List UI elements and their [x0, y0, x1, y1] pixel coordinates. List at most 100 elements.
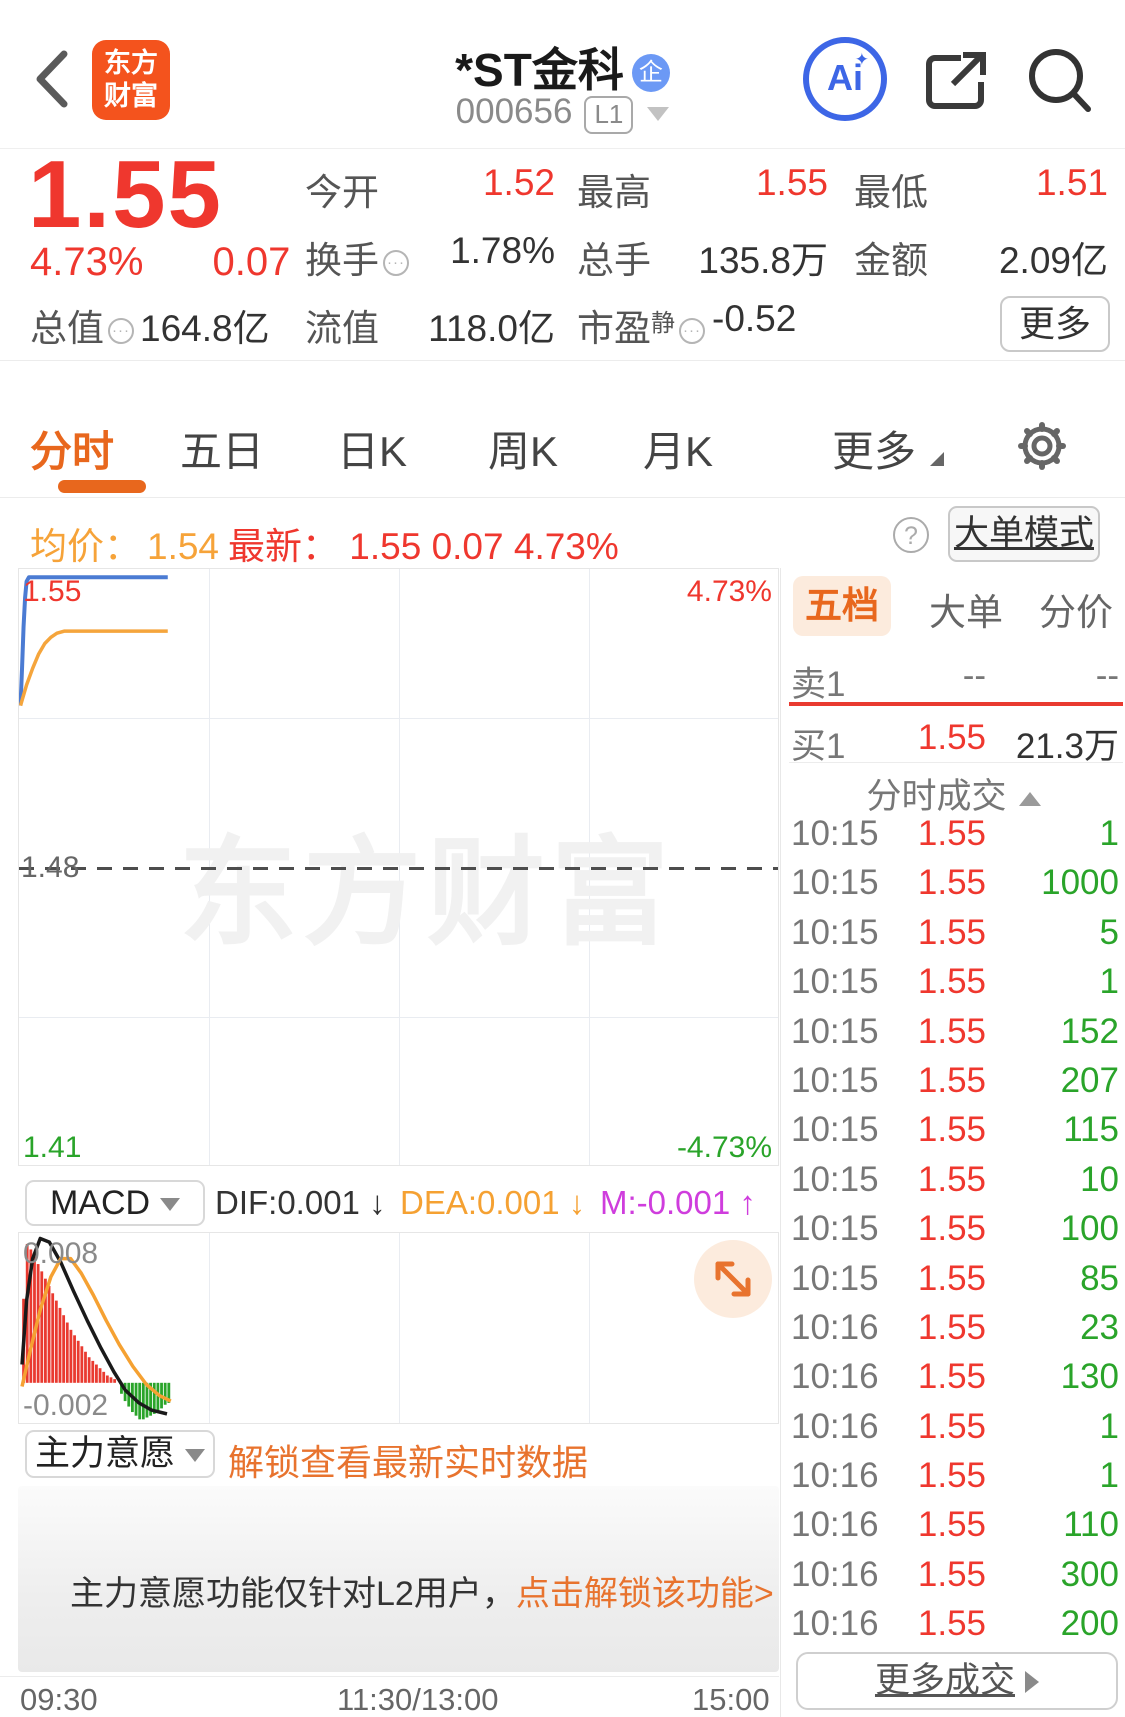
sell1-volume: -- — [1095, 656, 1119, 695]
trade-row: 10:15 1.55 100 — [791, 1209, 1119, 1249]
l2-banner-text: 主力意愿功能仅针对L2用户，点击解锁该功能> — [70, 1575, 774, 1613]
active-tab-underline — [58, 480, 146, 493]
trade-list-header[interactable]: 分时成交 — [781, 768, 1125, 819]
trade-row: 10:16 1.55 200 — [791, 1604, 1119, 1644]
macd-min-label: -0.002 — [23, 1389, 109, 1422]
trade-row: 10:16 1.55 1 — [791, 1456, 1119, 1496]
tab-more[interactable]: 更多 — [832, 428, 917, 475]
buy1-volume: 21.3万 — [1015, 727, 1119, 766]
macd-chart[interactable]: 0.008 -0.002 — [18, 1232, 779, 1424]
stat-value-float: 118.0亿 — [428, 308, 555, 349]
macd-max-label: 0.008 — [23, 1237, 99, 1270]
stat-value-volume: 135.8万 — [698, 240, 828, 281]
gridline — [19, 1017, 778, 1018]
mainforce-selector[interactable]: 主力意愿 — [25, 1430, 215, 1478]
change-value: 0.07 — [212, 240, 291, 284]
info-icon[interactable]: ··· — [383, 250, 409, 276]
back-icon[interactable] — [30, 48, 72, 110]
chevron-down-icon — [160, 1198, 181, 1211]
stat-label-low: 最低 — [854, 172, 928, 213]
trade-row: 10:15 1.55 207 — [791, 1060, 1119, 1100]
stat-label-open: 今开 — [305, 172, 379, 213]
help-icon[interactable]: ? — [893, 517, 929, 553]
change-row: 4.73% 0.07 — [30, 240, 290, 285]
unlock-feature-link[interactable]: 点击解锁该功能> — [515, 1575, 774, 1613]
current-price: 1.55 — [28, 141, 223, 248]
tab-daily-k[interactable]: 日K — [337, 428, 408, 475]
buy1-price: 1.55 — [917, 718, 986, 757]
ai-assistant-button[interactable]: Ai ✦ — [803, 37, 887, 121]
ymin-pct-label: -4.73% — [676, 1131, 772, 1164]
ai-label: Ai — [827, 57, 863, 98]
change-percent: 4.73% — [30, 240, 144, 284]
trade-row: 10:16 1.55 110 — [791, 1505, 1119, 1545]
trade-list: 10:15 1.55 1 10:15 1.55 1000 10:15 1.55 5 10:15 1.… — [781, 808, 1125, 1648]
stat-label-pe: 市盈静 ··· — [577, 298, 705, 352]
corner-triangle-icon — [930, 452, 944, 466]
level-badge: L1 — [584, 96, 634, 134]
tab-fiveday[interactable]: 五日 — [180, 428, 265, 475]
trade-row: 10:15 1.55 1 — [791, 814, 1119, 853]
prev-close-label: 1.48 — [21, 851, 80, 884]
trade-row: 10:15 1.55 115 — [791, 1110, 1119, 1150]
stat-label-mktcap: 总值 ··· — [30, 298, 134, 352]
gridline — [209, 1233, 210, 1423]
expand-icon — [715, 1261, 751, 1297]
search-icon[interactable] — [1026, 46, 1094, 116]
gridline — [19, 718, 778, 719]
stat-value-low: 1.51 — [1035, 162, 1108, 203]
stat-value-open: 1.52 — [482, 162, 555, 203]
tab-minute[interactable]: 分时 — [30, 428, 115, 475]
info-icon[interactable]: ··· — [679, 318, 705, 344]
stat-label-float: 流值 — [305, 308, 379, 349]
stat-value-amount: 2.09亿 — [998, 240, 1108, 281]
panel-tab-five-levels[interactable]: 五档 — [793, 576, 891, 636]
expand-chart-button[interactable] — [694, 1240, 772, 1318]
gear-icon[interactable] — [1014, 418, 1070, 474]
trade-row: 10:15 1.55 1000 — [791, 863, 1119, 903]
watermark: 东方财富 — [179, 828, 676, 960]
tab-weekly-k[interactable]: 周K — [488, 428, 559, 475]
triangle-right-icon — [1025, 1671, 1039, 1693]
minute-chart[interactable]: 东方财富 1.55 4.73% 1.48 1.41 -4.73% — [18, 568, 779, 1166]
l2-upgrade-banner: 主力意愿功能仅针对L2用户，点击解锁该功能> — [18, 1486, 779, 1672]
big-order-mode-button[interactable]: 大单模式 — [948, 506, 1100, 562]
bid-ask-divider — [789, 702, 1123, 706]
stock-code-row[interactable]: 000656 L1 — [0, 92, 1125, 134]
divider — [0, 497, 1125, 498]
divider — [0, 360, 1125, 361]
ymin-label: 1.41 — [23, 1131, 82, 1164]
time-axis-mid: 11:30/13:00 — [337, 1682, 499, 1717]
trade-row: 10:15 1.55 152 — [791, 1011, 1119, 1051]
stock-name: *ST金科 — [455, 44, 624, 96]
prev-close-dashed-line — [19, 867, 778, 870]
panel-tab-price-dist[interactable]: 分价 — [1039, 592, 1113, 633]
logo-line1: 东方 — [104, 48, 158, 78]
stat-label-turnover: 换手 ··· — [305, 230, 409, 284]
info-icon[interactable]: ··· — [108, 318, 134, 344]
trade-row: 10:15 1.55 10 — [791, 1159, 1119, 1199]
order-panel: 五档 大单 分价 卖1 -- -- 买1 1.55 21.3万 分时成交 10:… — [780, 568, 1125, 1717]
enterprise-badge: 企 — [631, 54, 670, 92]
indicator-selector[interactable]: MACD — [25, 1180, 205, 1226]
stat-value-pe: -0.52 — [712, 298, 797, 339]
panel-tab-big-orders[interactable]: 大单 — [929, 592, 1003, 633]
trade-row: 10:16 1.55 23 — [791, 1307, 1119, 1347]
sparkle-icon: ✦ — [854, 50, 869, 69]
macd-plot — [20, 1236, 172, 1420]
share-icon[interactable] — [923, 50, 991, 114]
triangle-up-icon — [1018, 792, 1041, 806]
stock-title: *ST金科企 — [0, 34, 1125, 100]
more-stats-button[interactable]: 更多 — [1000, 296, 1110, 352]
logo-line2: 财富 — [104, 81, 158, 111]
tab-monthly-k[interactable]: 月K — [643, 428, 714, 475]
stat-label-amount: 金额 — [854, 240, 928, 281]
eastmoney-logo[interactable]: 东方 财富 — [92, 40, 170, 120]
more-trades-button[interactable]: 更多成交 — [796, 1652, 1118, 1710]
buy1-label: 买1 — [791, 727, 846, 766]
trade-row: 10:16 1.55 300 — [791, 1554, 1119, 1594]
unlock-hint-link[interactable]: 解锁查看最新实时数据 — [228, 1442, 589, 1483]
gridline — [589, 1233, 590, 1423]
stock-code: 000656 — [455, 92, 573, 131]
